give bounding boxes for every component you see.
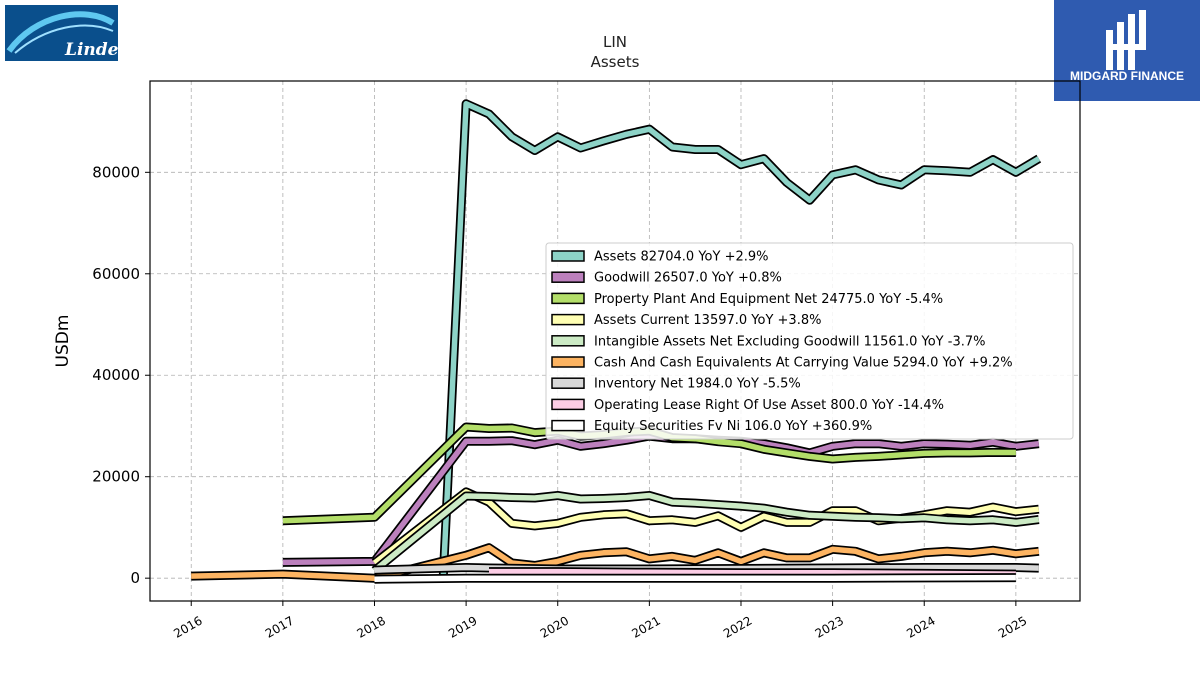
- legend-swatch: [551, 335, 585, 347]
- y-tick-label: 60000: [92, 265, 140, 283]
- legend-swatch: [551, 271, 585, 283]
- x-tick-label: 2025: [996, 613, 1029, 640]
- y-tick-label: 20000: [92, 468, 140, 486]
- series-1: [438, 99, 1042, 579]
- chart-title: LIN: [603, 33, 627, 51]
- chart-subtitle: Assets: [591, 53, 640, 71]
- legend: Assets 82704.0 YoY +2.9% Goodwill 26507.0…: [545, 242, 1074, 440]
- series-line: [372, 492, 1040, 573]
- x-tick-label: 2022: [721, 613, 754, 640]
- legend-entry: Property Plant And Equipment Net 24775.0…: [594, 292, 943, 307]
- y-axis-label: USDm: [53, 315, 73, 368]
- series-line: [191, 544, 1040, 581]
- series-3: [282, 422, 1016, 526]
- legend-entry: Assets 82704.0 YoY +2.9%: [594, 250, 769, 265]
- x-tick-label: 2020: [538, 613, 571, 640]
- legend-entry: Intangible Assets Net Excluding Goodwill…: [594, 334, 985, 349]
- series-line: [372, 489, 1040, 566]
- legend-entry: Cash And Cash Equivalents At Carrying Va…: [594, 356, 1013, 371]
- linde-logo: Linde: [5, 5, 119, 61]
- legend-entry: Assets Current 13597.0 YoY +3.8%: [594, 313, 821, 328]
- legend-box: [545, 242, 1074, 440]
- plot-frame: [149, 80, 1081, 602]
- x-tick-label: 2016: [171, 613, 204, 640]
- legend-entry: Operating Lease Right Of Use Asset 800.0…: [594, 398, 944, 413]
- series-layer: [191, 99, 1042, 584]
- x-tick-label: 2017: [263, 613, 296, 640]
- x-tick-label: 2023: [813, 613, 846, 640]
- legend-swatch: [551, 398, 585, 411]
- y-tick-label: 0: [130, 569, 140, 587]
- logo-text: MIDGARD FINANCE: [1070, 69, 1184, 83]
- series-line: [374, 574, 1016, 582]
- legend-swatch: [551, 377, 585, 389]
- logo-mark-icon: [1106, 10, 1146, 70]
- series-4: [371, 487, 1040, 567]
- series-6: [191, 543, 1040, 583]
- legend-entry: Equity Securities Fv Ni 106.0 YoY +360.9…: [594, 419, 872, 434]
- legend-entry: Inventory Net 1984.0 YoY -5.5%: [594, 377, 801, 392]
- legend-swatch: [551, 292, 585, 305]
- legend-swatch: [551, 356, 585, 368]
- legend-swatch: [551, 313, 585, 326]
- logo-swoosh: [6, 11, 115, 53]
- x-tick-label: 2024: [904, 613, 937, 640]
- x-tick-label: 2018: [355, 613, 388, 640]
- x-tick-label: 2021: [629, 613, 662, 640]
- series-line: [440, 101, 1041, 579]
- x-tick-label: 2019: [446, 613, 479, 640]
- series-5: [371, 491, 1040, 575]
- logo-text: Linde: [64, 40, 118, 60]
- y-tick-label: 80000: [92, 163, 140, 181]
- midgard-finance-logo: MIDGARD FINANCE: [1054, 0, 1200, 101]
- legend-swatch: [551, 250, 585, 262]
- legend-swatch: [551, 419, 585, 432]
- y-tick-label: 40000: [92, 366, 140, 384]
- series-line: [282, 424, 1016, 524]
- series-9: [374, 573, 1016, 584]
- legend-entry: Goodwill 26507.0 YoY +0.8%: [594, 271, 782, 286]
